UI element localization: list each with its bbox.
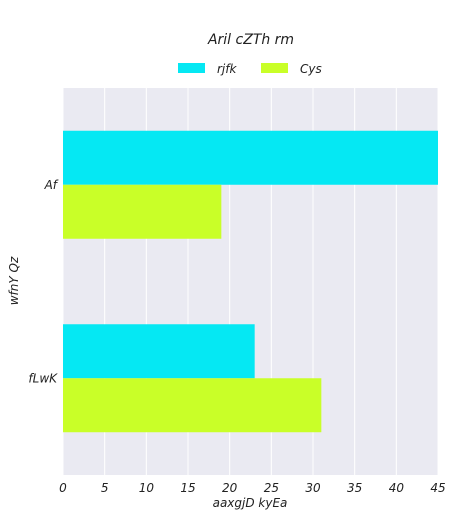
x-tick-label: 35 xyxy=(347,481,362,495)
x-axis-label: aaxgjD kyEa xyxy=(213,496,288,510)
y-tick-label: fLwK xyxy=(28,371,58,385)
x-tick-label: 20 xyxy=(222,481,238,495)
x-tick-label: 0 xyxy=(59,481,67,495)
bar-cys-af xyxy=(63,184,222,239)
legend-label-rjfk: rjfk xyxy=(217,62,237,76)
x-tick-label: 45 xyxy=(430,481,445,495)
bars xyxy=(63,130,438,433)
x-tick-label: 5 xyxy=(101,481,109,495)
x-tick-label: 30 xyxy=(305,481,321,495)
legend: rjfk Cys xyxy=(178,62,322,76)
x-tick-label: 40 xyxy=(389,481,405,495)
y-axis-ticks: Af fLwK xyxy=(28,178,58,386)
x-tick-label: 25 xyxy=(264,481,279,495)
legend-label-cys: Cys xyxy=(300,62,322,76)
bar-rjfk-flwk xyxy=(63,324,255,379)
bar-rjfk-af xyxy=(63,130,438,185)
legend-swatch-cys xyxy=(261,63,288,73)
y-tick-label: Af xyxy=(44,178,59,192)
x-tick-label: 10 xyxy=(139,481,155,495)
x-axis-ticks: 0 5 10 15 20 25 30 35 40 45 xyxy=(59,481,445,495)
bar-cys-flwk xyxy=(63,378,322,433)
chart-title: Aril cZTh rm xyxy=(207,32,294,48)
x-tick-label: 15 xyxy=(180,481,195,495)
legend-swatch-rjfk xyxy=(178,63,205,73)
y-axis-label: wfnY Qz xyxy=(7,256,21,305)
